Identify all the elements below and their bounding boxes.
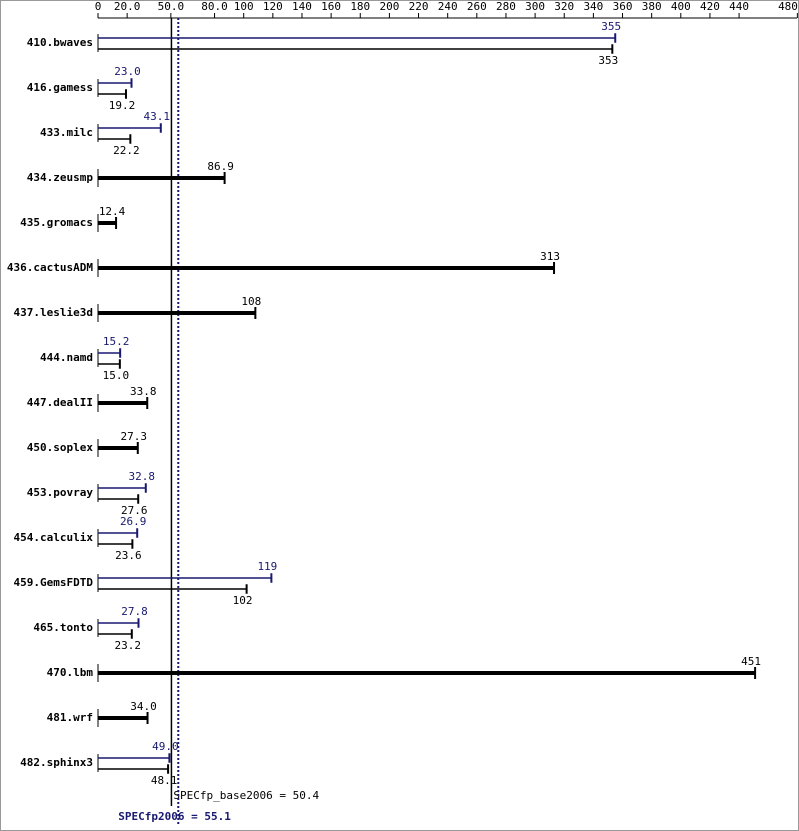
category-label: 450.soplex [27,441,94,454]
value-label: 32.8 [129,470,156,483]
category-label: 434.zeusmp [27,171,94,184]
category-label: 435.gromacs [20,216,93,229]
x-tick-label: 0 [95,0,102,13]
value-label: 355 [601,20,621,33]
x-tick-label: 300 [525,0,545,13]
x-tick-label: 340 [583,0,603,13]
category-label: 482.sphinx3 [20,756,93,769]
x-tick-label: 140 [292,0,312,13]
value-label: 19.2 [109,99,136,112]
category-label: 444.namd [40,351,93,364]
category-label: 447.dealII [27,396,93,409]
x-tick-label: 260 [467,0,487,13]
value-label: 119 [257,560,277,573]
value-label: 49.0 [152,740,179,753]
value-label: 12.4 [99,205,126,218]
category-label: 437.leslie3d [14,306,93,319]
value-label: 86.9 [207,160,234,173]
value-label: 27.8 [121,605,148,618]
x-tick-label: 440 [729,0,749,13]
x-tick-label: 240 [438,0,458,13]
value-label: 34.0 [130,700,157,713]
x-tick-label: 400 [671,0,691,13]
x-tick-label: 220 [409,0,429,13]
value-label: 23.6 [115,549,142,562]
value-label: 26.9 [120,515,147,528]
x-tick-label: 380 [642,0,662,13]
x-tick-label: 20.0 [114,0,141,13]
value-label: 108 [241,295,261,308]
value-label: 451 [741,655,761,668]
category-label: 454.calculix [14,531,94,544]
category-label: 410.bwaves [27,36,93,49]
x-tick-label: 420 [700,0,720,13]
category-label: 481.wrf [47,711,93,724]
category-label: 433.milc [40,126,93,139]
x-tick-label: 120 [263,0,283,13]
x-tick-label: 360 [613,0,633,13]
value-label: 102 [233,594,253,607]
value-label: 353 [598,54,618,67]
category-label: 459.GemsFDTD [14,576,94,589]
value-label: 43.1 [144,110,171,123]
value-label: 15.2 [103,335,130,348]
x-tick-label: 480 [778,0,798,13]
x-tick-label: 160 [321,0,341,13]
category-label: 416.gamess [27,81,93,94]
value-label: 23.0 [114,65,141,78]
category-label: 436.cactusADM [7,261,93,274]
category-label: 470.lbm [47,666,94,679]
reference-label: SPECfp2006 = 55.1 [118,810,231,823]
value-label: 27.6 [121,504,148,517]
x-tick-label: 320 [554,0,574,13]
x-tick-label: 100 [234,0,254,13]
value-label: 23.2 [115,639,142,652]
value-label: 27.3 [121,430,148,443]
x-tick-label: 200 [379,0,399,13]
category-label: 453.povray [27,486,94,499]
value-label: 33.8 [130,385,157,398]
value-label: 22.2 [113,144,140,157]
x-tick-label: 50.0 [158,0,185,13]
x-tick-label: 180 [350,0,370,13]
value-label: 48.1 [151,774,178,787]
x-tick-label: 80.0 [201,0,228,13]
x-tick-label: 280 [496,0,516,13]
value-label: 313 [540,250,560,263]
value-label: 15.0 [103,369,130,382]
reference-label: SPECfp_base2006 = 50.4 [173,789,319,802]
category-label: 465.tonto [33,621,93,634]
